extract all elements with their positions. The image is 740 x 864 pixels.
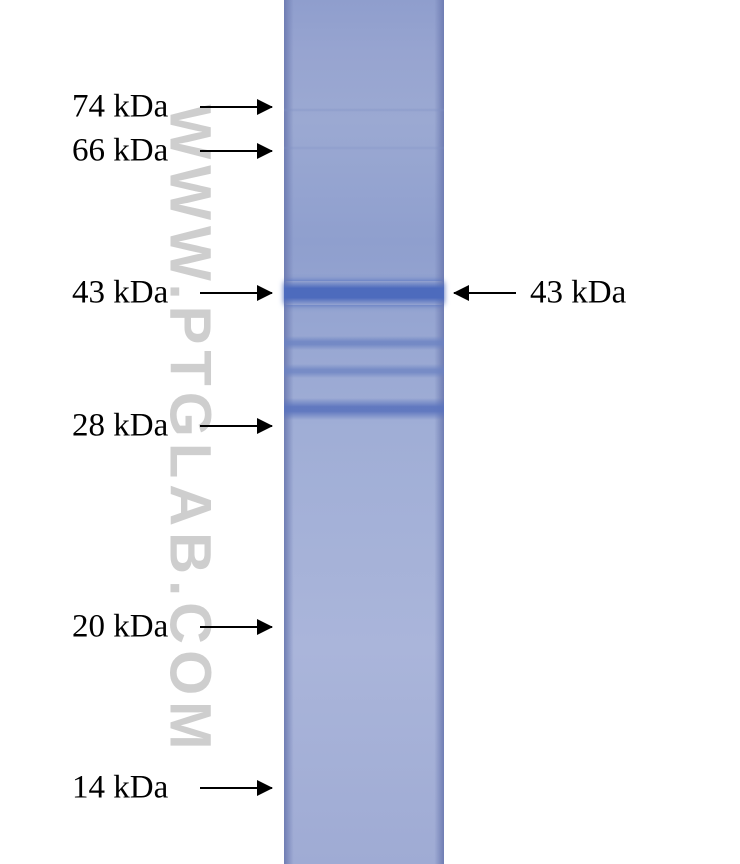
arrow-left-icon — [454, 292, 516, 294]
arrow-right-icon — [200, 150, 272, 152]
band — [284, 398, 444, 420]
arrow-right-icon — [200, 106, 272, 108]
ladder-marker-label: 28 kDa — [72, 410, 168, 443]
ladder-marker-label: 66 kDa — [72, 135, 168, 168]
band — [284, 108, 444, 112]
band — [284, 364, 444, 378]
ladder-marker-label: 43 kDa — [72, 277, 168, 310]
sample-annotation-label: 43 kDa — [530, 277, 626, 310]
ladder-marker-label: 20 kDa — [72, 611, 168, 644]
lane-background — [284, 0, 444, 864]
gel-figure: WWW.PTGLAB.COM 74 kDa66 kDa43 kDa28 kDa2… — [0, 0, 740, 864]
band — [284, 146, 444, 150]
band — [284, 336, 444, 350]
ladder-marker-label: 74 kDa — [72, 91, 168, 124]
arrow-right-icon — [200, 787, 272, 789]
gel-lane — [284, 0, 444, 864]
arrow-right-icon — [200, 425, 272, 427]
ladder-marker-label: 14 kDa — [72, 772, 168, 805]
arrow-right-icon — [200, 626, 272, 628]
arrow-right-icon — [200, 292, 272, 294]
band — [284, 281, 444, 305]
